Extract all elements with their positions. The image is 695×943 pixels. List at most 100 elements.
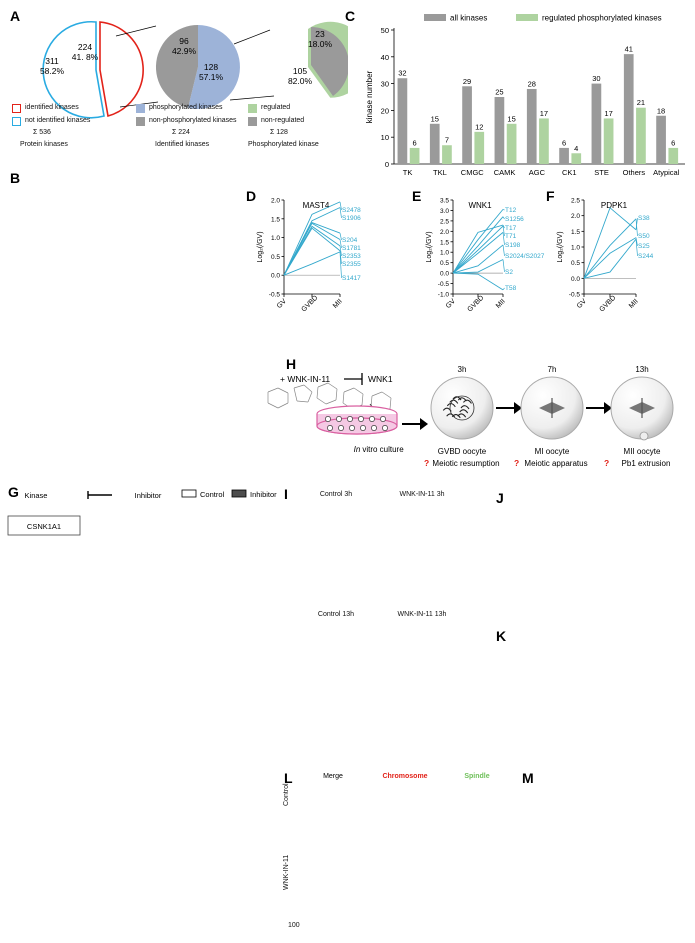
svg-text:S204: S204 <box>342 237 358 244</box>
svg-text:Inhibitor: Inhibitor <box>135 491 162 500</box>
svg-text:S2355: S2355 <box>342 261 361 268</box>
svg-text:3h: 3h <box>458 365 467 374</box>
panel-label-K: K <box>496 628 507 644</box>
panel-label-L: L <box>284 770 293 786</box>
legend-label-identified: identified kinases <box>25 104 79 111</box>
svg-text:2.5: 2.5 <box>440 218 449 225</box>
svg-text:3.0: 3.0 <box>440 208 449 215</box>
svg-text:CMGC: CMGC <box>461 168 484 177</box>
svg-text:17: 17 <box>604 109 612 118</box>
svg-text:15: 15 <box>507 114 515 123</box>
svg-text:T12: T12 <box>505 207 517 214</box>
svg-text:GVBD: GVBD <box>300 294 319 313</box>
svg-text:GV: GV <box>445 298 457 310</box>
svg-text:4: 4 <box>574 144 578 153</box>
svg-text:50: 50 <box>381 26 389 35</box>
svg-text:S50: S50 <box>638 233 650 240</box>
svg-text:TKL: TKL <box>433 168 447 177</box>
svg-text:29: 29 <box>463 77 471 86</box>
svg-text:Kinase: Kinase <box>25 491 48 500</box>
svg-text:7: 7 <box>445 136 449 145</box>
svg-text:?: ? <box>604 458 609 468</box>
svg-text:18: 18 <box>657 106 665 115</box>
svg-text:0.0: 0.0 <box>271 273 280 280</box>
svg-text:105: 105 <box>293 66 307 76</box>
legend-swatch-phosphorylated <box>136 104 145 113</box>
svg-text:S2478: S2478 <box>342 207 361 214</box>
svg-text:224: 224 <box>78 42 92 52</box>
svg-text:all kinases: all kinases <box>450 14 487 23</box>
svg-text:0.0: 0.0 <box>571 276 580 283</box>
svg-text:?: ? <box>424 458 429 468</box>
svg-text:WNK1: WNK1 <box>368 374 393 384</box>
svg-text:1.5: 1.5 <box>440 239 449 246</box>
svg-text:MII: MII <box>332 298 344 310</box>
svg-text:T17: T17 <box>505 225 517 232</box>
svg-text:30: 30 <box>592 74 600 83</box>
panel-d-chart: -0.5 0.0 0.5 1.0 1.5 2.0 Log₂(/GV) MAST4 GV GVBD M… <box>257 198 361 314</box>
panel-label-A: A <box>10 8 21 24</box>
svg-text:STE: STE <box>594 168 609 177</box>
panel-b-kinome-tree <box>0 175 245 485</box>
legend-label-non-regulated: non-regulated <box>261 117 305 124</box>
svg-text:6: 6 <box>413 138 417 147</box>
panel-m-chart <box>528 772 693 942</box>
legend-swatch-non-phosphorylated <box>136 117 145 126</box>
svg-text:+ WNK-IN-11: + WNK-IN-11 <box>280 374 330 384</box>
svg-text:Meiotic apparatus: Meiotic apparatus <box>524 459 587 468</box>
svg-text:21: 21 <box>637 98 645 107</box>
svg-text:T71: T71 <box>505 233 517 240</box>
svg-text:0: 0 <box>385 160 389 169</box>
legend-swatch-identified <box>12 104 21 113</box>
panel-l-row-control: Control <box>283 783 290 806</box>
svg-text:S2: S2 <box>505 269 513 276</box>
svg-text:0.5: 0.5 <box>571 260 580 267</box>
svg-text:6: 6 <box>671 138 675 147</box>
svg-text:-0.5: -0.5 <box>569 292 581 299</box>
svg-text:2.0: 2.0 <box>271 198 280 205</box>
sum-protein-kinases: Σ 536 <box>33 129 51 136</box>
legend-swatch-non-regulated <box>248 117 257 126</box>
svg-text:T58: T58 <box>505 285 517 292</box>
svg-text:128: 128 <box>204 62 218 72</box>
svg-text:CAMK: CAMK <box>494 168 516 177</box>
svg-text:2.5: 2.5 <box>571 198 580 205</box>
svg-text:0.0: 0.0 <box>440 271 449 278</box>
svg-text:?: ? <box>514 458 519 468</box>
panel-label-M: M <box>522 770 534 786</box>
svg-text:S2353: S2353 <box>342 253 361 260</box>
panel-i-caption-2: Control 13h <box>317 611 355 618</box>
panel-label-J: J <box>496 490 504 506</box>
svg-text:GVBD: GVBD <box>466 294 485 313</box>
svg-text:S1417: S1417 <box>342 275 361 282</box>
panel-a-pies: 224 41. 8% 311 58.2% 96 42.9% 128 57.1% … <box>40 20 348 119</box>
svg-text:TK: TK <box>403 168 413 177</box>
svg-text:12: 12 <box>475 122 483 131</box>
svg-text:1.5: 1.5 <box>271 216 280 223</box>
svg-text:17: 17 <box>540 109 548 118</box>
svg-text:57.1%: 57.1% <box>199 72 224 82</box>
svg-text:Control: Control <box>200 490 225 499</box>
svg-text:PDPK1: PDPK1 <box>601 201 628 210</box>
panel-j-chart <box>492 508 692 633</box>
svg-text:S1781: S1781 <box>342 245 361 252</box>
svg-text:6: 6 <box>562 138 566 147</box>
svg-text:MII: MII <box>628 298 640 310</box>
caption-phosphorylated-kinases: Phosphorylated kinase <box>248 141 319 148</box>
svg-text:S244: S244 <box>638 253 654 260</box>
svg-text:S1906: S1906 <box>342 215 361 222</box>
legend-label-regulated: regulated <box>261 104 291 111</box>
legend-swatch-not-identified <box>12 117 21 126</box>
svg-text:Atypical: Atypical <box>653 168 680 177</box>
svg-text:0.5: 0.5 <box>440 260 449 267</box>
panel-label-G: G <box>8 484 19 500</box>
svg-text:7h: 7h <box>548 365 557 374</box>
svg-text:3.5: 3.5 <box>440 198 449 205</box>
panel-i-caption-1: WNK-IN-11 3h <box>399 491 445 498</box>
svg-text:311: 311 <box>45 56 59 66</box>
panel-g-chart: Kinase Inhibitor Control Inhibitor CSNK1A1 <box>7 489 277 536</box>
panel-label-I: I <box>284 486 288 502</box>
svg-text:Log₂(/GV): Log₂(/GV) <box>257 231 264 262</box>
svg-text:Others: Others <box>623 168 646 177</box>
